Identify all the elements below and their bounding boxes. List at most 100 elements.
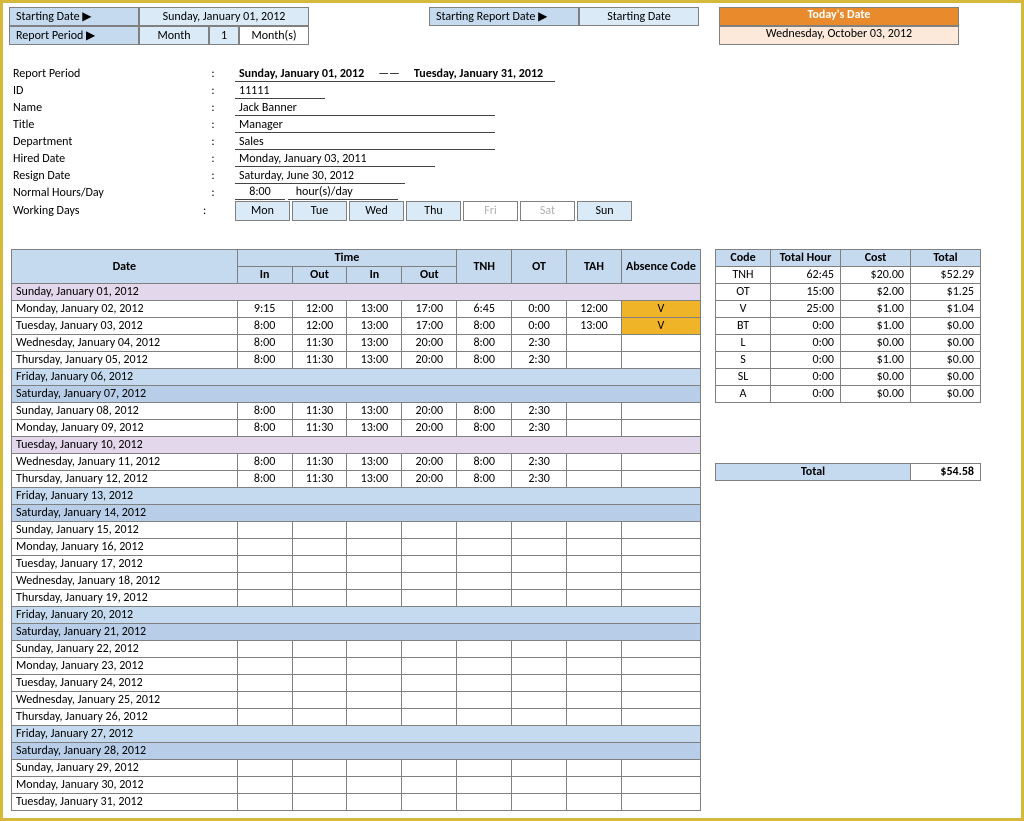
- timesheet-row[interactable]: Monday, January 30, 2012: [12, 777, 701, 794]
- empty-cell[interactable]: [567, 539, 622, 556]
- empty-cell[interactable]: [567, 522, 622, 539]
- timesheet-row[interactable]: Saturday, January 07, 2012: [12, 386, 701, 403]
- empty-cell[interactable]: [567, 692, 622, 709]
- id-value[interactable]: 11111: [235, 83, 325, 99]
- absence-code-cell[interactable]: [621, 403, 700, 420]
- working-day-sun[interactable]: Sun: [577, 201, 632, 221]
- empty-cell[interactable]: [347, 709, 402, 726]
- empty-cell[interactable]: [347, 522, 402, 539]
- name-value[interactable]: Jack Banner: [235, 100, 495, 116]
- working-day-tue[interactable]: Tue: [292, 201, 347, 221]
- out2-cell[interactable]: 20:00: [402, 403, 457, 420]
- empty-cell[interactable]: [237, 777, 292, 794]
- empty-cell[interactable]: [567, 573, 622, 590]
- empty-cell[interactable]: [457, 556, 512, 573]
- department-value[interactable]: Sales: [235, 134, 495, 150]
- empty-cell[interactable]: [292, 539, 347, 556]
- empty-cell[interactable]: [512, 522, 567, 539]
- empty-cell[interactable]: [347, 556, 402, 573]
- timesheet-row[interactable]: Saturday, January 28, 2012: [12, 743, 701, 760]
- empty-cell[interactable]: [347, 590, 402, 607]
- empty-cell[interactable]: [292, 794, 347, 811]
- in2-cell[interactable]: 13:00: [347, 403, 402, 420]
- empty-cell[interactable]: [292, 777, 347, 794]
- timesheet-row[interactable]: Monday, January 16, 2012: [12, 539, 701, 556]
- empty-cell[interactable]: [347, 641, 402, 658]
- empty-cell[interactable]: [292, 658, 347, 675]
- empty-cell[interactable]: [567, 675, 622, 692]
- empty-cell[interactable]: [402, 590, 457, 607]
- empty-cell[interactable]: [237, 709, 292, 726]
- in2-cell[interactable]: 13:00: [347, 454, 402, 471]
- in1-cell[interactable]: 8:00: [237, 471, 292, 488]
- timesheet-row[interactable]: Monday, January 02, 20129:1512:0013:0017…: [12, 301, 701, 318]
- timesheet-row[interactable]: Friday, January 27, 2012: [12, 726, 701, 743]
- report-period-unit[interactable]: Month: [139, 26, 209, 45]
- empty-cell[interactable]: [237, 641, 292, 658]
- empty-cell[interactable]: [567, 760, 622, 777]
- empty-cell[interactable]: [567, 709, 622, 726]
- empty-cell[interactable]: [512, 573, 567, 590]
- timesheet-row[interactable]: Monday, January 09, 20128:0011:3013:0020…: [12, 420, 701, 437]
- absence-code-cell[interactable]: V: [621, 301, 700, 318]
- empty-cell[interactable]: [457, 777, 512, 794]
- empty-cell[interactable]: [292, 675, 347, 692]
- out1-cell[interactable]: 11:30: [292, 420, 347, 437]
- timesheet-row[interactable]: Wednesday, January 04, 20128:0011:3013:0…: [12, 335, 701, 352]
- empty-cell[interactable]: [402, 675, 457, 692]
- out2-cell[interactable]: 20:00: [402, 420, 457, 437]
- empty-cell[interactable]: [457, 641, 512, 658]
- empty-cell[interactable]: [402, 760, 457, 777]
- normal-hours-value[interactable]: 8:00: [235, 185, 285, 200]
- empty-cell[interactable]: [292, 692, 347, 709]
- working-day-fri[interactable]: Fri: [463, 201, 518, 221]
- in2-cell[interactable]: 13:00: [347, 471, 402, 488]
- empty-cell[interactable]: [402, 522, 457, 539]
- timesheet-row[interactable]: Monday, January 23, 2012: [12, 658, 701, 675]
- empty-cell[interactable]: [237, 522, 292, 539]
- empty-cell[interactable]: [457, 573, 512, 590]
- in1-cell[interactable]: 8:00: [237, 352, 292, 369]
- in2-cell[interactable]: 13:00: [347, 318, 402, 335]
- report-period-count[interactable]: 1: [209, 26, 239, 45]
- absence-code-cell[interactable]: [621, 420, 700, 437]
- empty-cell[interactable]: [402, 658, 457, 675]
- empty-cell[interactable]: [512, 675, 567, 692]
- empty-cell[interactable]: [402, 709, 457, 726]
- empty-cell[interactable]: [402, 573, 457, 590]
- out1-cell[interactable]: 12:00: [292, 318, 347, 335]
- out1-cell[interactable]: 11:30: [292, 352, 347, 369]
- timesheet-row[interactable]: Sunday, January 29, 2012: [12, 760, 701, 777]
- empty-cell[interactable]: [512, 658, 567, 675]
- empty-cell[interactable]: [512, 556, 567, 573]
- empty-cell[interactable]: [292, 760, 347, 777]
- timesheet-row[interactable]: Sunday, January 01, 2012: [12, 284, 701, 301]
- in1-cell[interactable]: 8:00: [237, 403, 292, 420]
- empty-cell[interactable]: [402, 641, 457, 658]
- out2-cell[interactable]: 20:00: [402, 352, 457, 369]
- empty-cell[interactable]: [457, 522, 512, 539]
- empty-cell[interactable]: [347, 573, 402, 590]
- out2-cell[interactable]: 20:00: [402, 454, 457, 471]
- timesheet-row[interactable]: Thursday, January 12, 20128:0011:3013:00…: [12, 471, 701, 488]
- empty-cell[interactable]: [621, 794, 700, 811]
- empty-cell[interactable]: [237, 590, 292, 607]
- empty-cell[interactable]: [237, 760, 292, 777]
- in1-cell[interactable]: 8:00: [237, 318, 292, 335]
- timesheet-row[interactable]: Tuesday, January 31, 2012: [12, 794, 701, 811]
- out1-cell[interactable]: 11:30: [292, 403, 347, 420]
- working-day-sat[interactable]: Sat: [520, 201, 575, 221]
- in2-cell[interactable]: 13:00: [347, 301, 402, 318]
- timesheet-row[interactable]: Sunday, January 08, 20128:0011:3013:0020…: [12, 403, 701, 420]
- empty-cell[interactable]: [567, 641, 622, 658]
- timesheet-row[interactable]: Sunday, January 22, 2012: [12, 641, 701, 658]
- empty-cell[interactable]: [347, 539, 402, 556]
- empty-cell[interactable]: [621, 692, 700, 709]
- empty-cell[interactable]: [292, 522, 347, 539]
- in1-cell[interactable]: 8:00: [237, 420, 292, 437]
- empty-cell[interactable]: [237, 539, 292, 556]
- empty-cell[interactable]: [237, 573, 292, 590]
- in1-cell[interactable]: 8:00: [237, 335, 292, 352]
- empty-cell[interactable]: [621, 777, 700, 794]
- empty-cell[interactable]: [621, 556, 700, 573]
